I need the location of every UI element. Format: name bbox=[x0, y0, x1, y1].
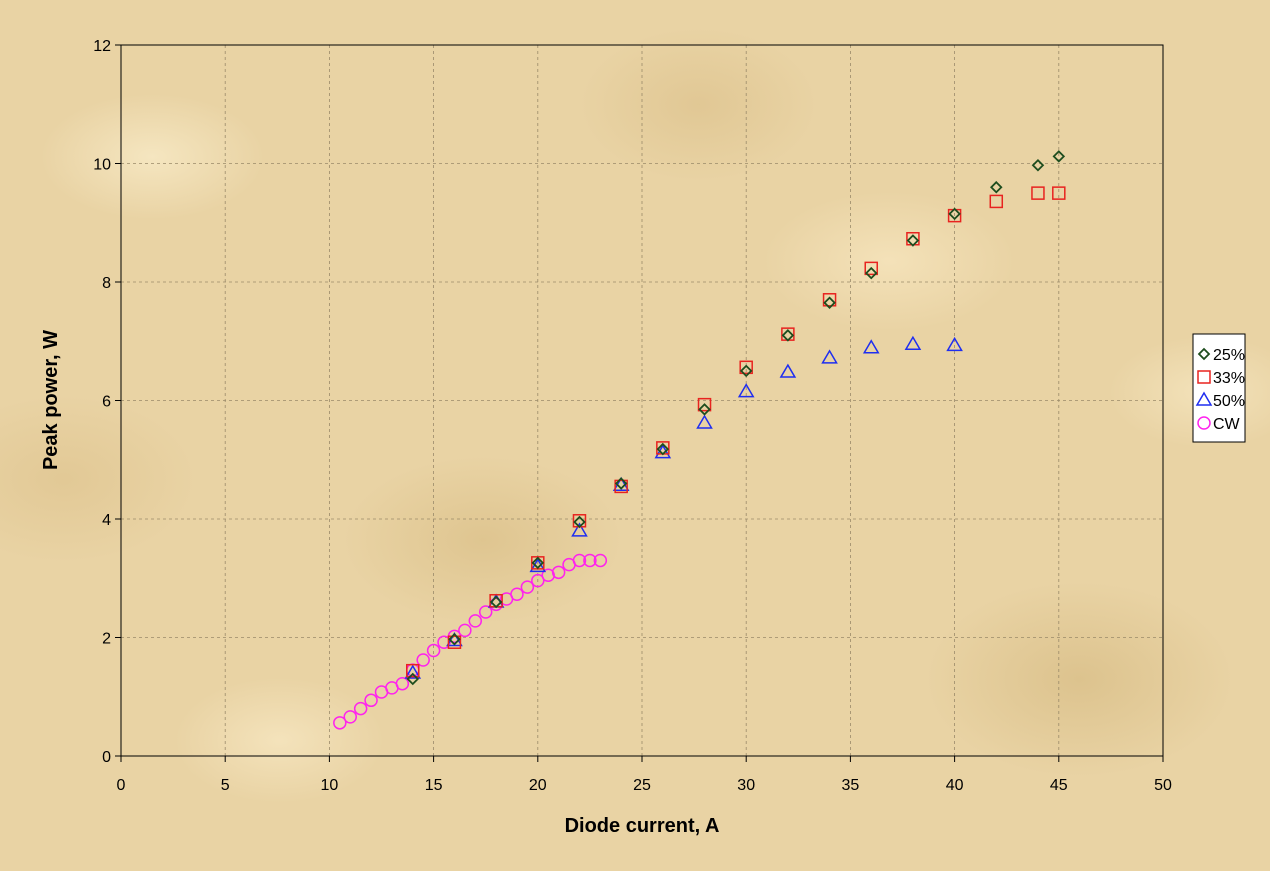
legend-symbol bbox=[1197, 370, 1211, 384]
data-point bbox=[593, 553, 608, 568]
data-point bbox=[656, 442, 670, 456]
x-tick-label: 50 bbox=[1154, 777, 1172, 794]
data-point bbox=[489, 595, 503, 609]
y-tick-label: 4 bbox=[102, 512, 111, 529]
y-axis-title: Peak power, W bbox=[40, 330, 62, 470]
x-tick-label: 10 bbox=[321, 777, 339, 794]
x-tick-label: 5 bbox=[221, 777, 230, 794]
data-point bbox=[364, 693, 378, 708]
data-point bbox=[458, 623, 472, 638]
y-tick-labels: 0 2 4 6 8 10 12 bbox=[93, 38, 111, 766]
legend-label-33: 33% bbox=[1213, 370, 1245, 387]
data-point bbox=[989, 194, 1004, 209]
data-point bbox=[447, 635, 462, 649]
data-point bbox=[531, 573, 545, 588]
x-tick-label: 45 bbox=[1050, 777, 1068, 794]
data-point bbox=[698, 403, 711, 416]
data-point bbox=[1031, 159, 1045, 172]
x-tick-label: 20 bbox=[529, 777, 547, 794]
data-point bbox=[948, 207, 961, 221]
x-tick-label: 15 bbox=[425, 777, 443, 794]
data-point bbox=[779, 363, 797, 378]
data-marks bbox=[333, 150, 1066, 730]
x-tick-label: 35 bbox=[842, 777, 860, 794]
data-point bbox=[781, 329, 795, 342]
data-point bbox=[573, 515, 586, 529]
data-point bbox=[395, 676, 410, 691]
x-axis-title: Diode current, A bbox=[565, 815, 720, 837]
data-point bbox=[448, 633, 461, 646]
y-tick-label: 8 bbox=[102, 275, 111, 292]
data-point bbox=[737, 383, 755, 398]
data-point bbox=[822, 293, 837, 307]
data-point bbox=[1052, 186, 1066, 200]
legend-label-25: 25% bbox=[1213, 347, 1245, 364]
data-point bbox=[823, 296, 836, 310]
series-cw bbox=[333, 553, 608, 730]
grid bbox=[121, 45, 1163, 756]
data-point bbox=[416, 653, 430, 667]
y-tick-label: 0 bbox=[102, 749, 111, 766]
legend-symbols bbox=[1195, 347, 1213, 430]
data-point bbox=[697, 397, 712, 412]
x-tick-label: 25 bbox=[633, 777, 651, 794]
data-point bbox=[404, 664, 422, 679]
data-point bbox=[343, 710, 357, 724]
data-point bbox=[821, 349, 838, 364]
y-tick-label: 12 bbox=[93, 38, 111, 55]
data-point bbox=[353, 701, 368, 716]
legend-label-50: 50% bbox=[1213, 393, 1245, 410]
data-point bbox=[520, 580, 535, 594]
data-point bbox=[946, 336, 963, 352]
legend-symbol bbox=[1195, 391, 1213, 406]
data-point bbox=[1031, 186, 1045, 200]
data-point bbox=[739, 364, 753, 378]
series-33pct bbox=[406, 186, 1066, 678]
axis-ticks bbox=[115, 44, 1164, 762]
data-point bbox=[531, 556, 545, 570]
data-point bbox=[1052, 150, 1066, 163]
data-point bbox=[614, 477, 628, 490]
data-point bbox=[406, 672, 420, 686]
data-point bbox=[510, 587, 524, 601]
data-point bbox=[426, 643, 441, 658]
data-point bbox=[406, 663, 420, 678]
data-point bbox=[862, 339, 880, 354]
data-point bbox=[571, 522, 588, 537]
data-point bbox=[696, 414, 713, 429]
series-50pct bbox=[404, 335, 963, 679]
data-point bbox=[990, 180, 1003, 194]
data-point bbox=[333, 716, 347, 730]
y-tick-label: 10 bbox=[93, 157, 111, 174]
data-point bbox=[572, 553, 587, 568]
legend-symbol bbox=[1197, 416, 1211, 430]
data-point bbox=[654, 444, 672, 459]
y-tick-label: 2 bbox=[102, 631, 111, 648]
data-point bbox=[864, 266, 878, 280]
y-tick-label: 6 bbox=[102, 394, 111, 411]
data-point bbox=[551, 565, 566, 580]
x-tick-label: 0 bbox=[117, 777, 126, 794]
legend-label-cw: CW bbox=[1213, 416, 1241, 433]
data-point bbox=[904, 335, 922, 350]
data-point bbox=[864, 261, 878, 276]
series-25pct bbox=[406, 150, 1066, 686]
x-tick-labels: 0 5 10 15 20 25 30 35 40 45 50 bbox=[117, 777, 1172, 794]
data-point bbox=[906, 234, 920, 247]
x-tick-label: 30 bbox=[737, 777, 755, 794]
x-tick-label: 40 bbox=[946, 777, 964, 794]
legend: 25% 33% 50% CW bbox=[1192, 333, 1246, 443]
data-point bbox=[468, 614, 483, 628]
data-point bbox=[583, 553, 597, 568]
data-point bbox=[739, 360, 753, 375]
data-point bbox=[614, 479, 628, 494]
data-point bbox=[478, 605, 493, 619]
legend-symbol bbox=[1197, 347, 1211, 361]
